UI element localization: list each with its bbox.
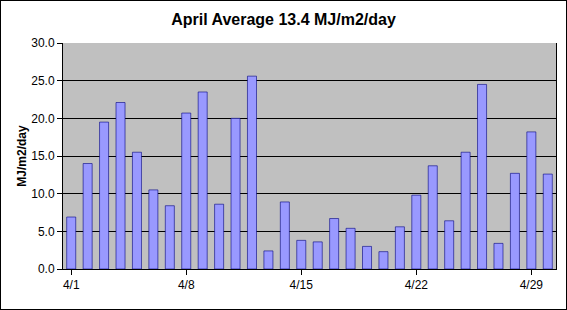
svg-text:4/8: 4/8 bbox=[178, 278, 195, 292]
svg-text:4/1: 4/1 bbox=[63, 278, 80, 292]
svg-text:5.0: 5.0 bbox=[38, 225, 55, 239]
svg-text:30.0: 30.0 bbox=[31, 36, 55, 50]
svg-text:10.0: 10.0 bbox=[31, 187, 55, 201]
svg-text:4/15: 4/15 bbox=[290, 278, 314, 292]
svg-text:April Average 13.4 MJ/m2/day: April Average 13.4 MJ/m2/day bbox=[171, 11, 396, 28]
svg-text:20.0: 20.0 bbox=[31, 112, 55, 126]
svg-text:MJ/m2/day: MJ/m2/day bbox=[15, 125, 29, 187]
svg-text:15.0: 15.0 bbox=[31, 149, 55, 163]
svg-text:25.0: 25.0 bbox=[31, 74, 55, 88]
svg-text:0.0: 0.0 bbox=[38, 262, 55, 276]
svg-text:4/22: 4/22 bbox=[405, 278, 429, 292]
svg-text:4/29: 4/29 bbox=[520, 278, 544, 292]
